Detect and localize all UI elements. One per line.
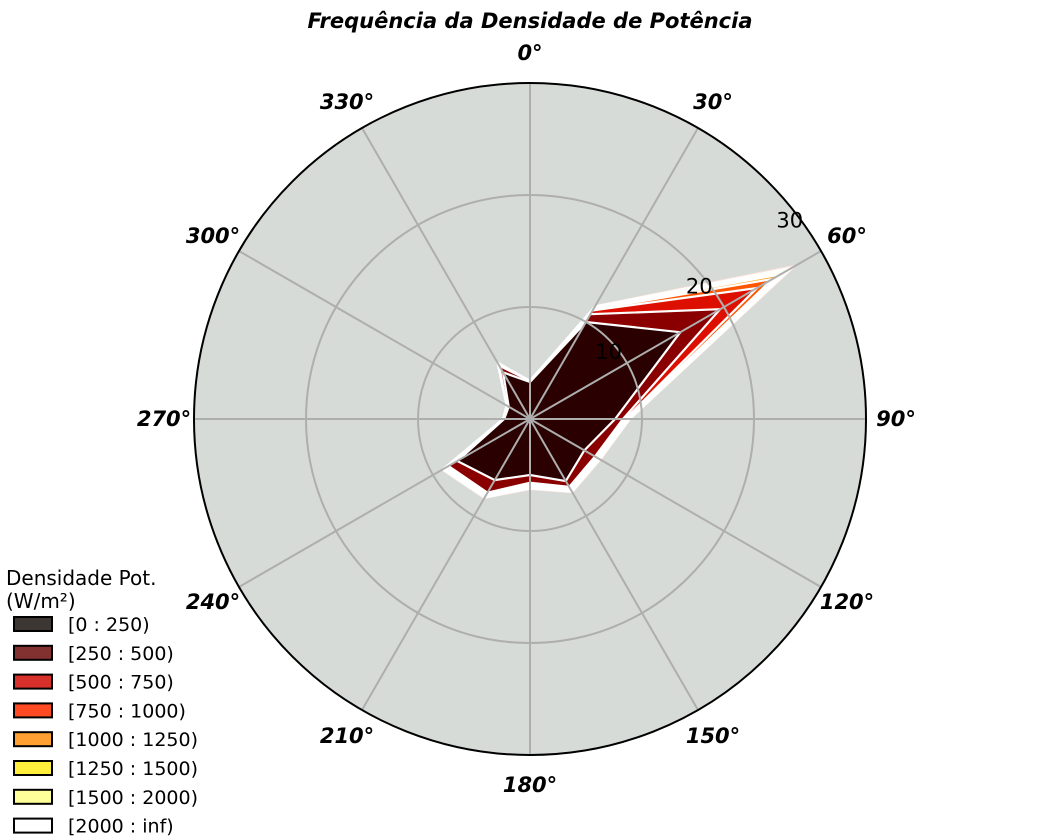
angle-label-150: 150°: [686, 724, 740, 748]
legend-title-line-1: Densidade Pot.: [6, 566, 156, 590]
legend-label-7: [2000 : inf): [68, 816, 174, 838]
legend-title-line-2: (W/m²): [6, 589, 76, 613]
legend-swatch-7: [14, 819, 52, 833]
angle-label-300: 300°: [186, 224, 240, 248]
legend-label-4: [1000 : 1250): [68, 729, 198, 751]
angle-label-0: 0°: [517, 41, 542, 65]
angle-label-120: 120°: [820, 590, 874, 614]
angle-label-30: 30°: [693, 90, 733, 114]
legend-items: [0 : 250) [250 : 500) [500 : 750) [750 : 10…: [14, 614, 198, 838]
legend-swatch-1: [14, 646, 52, 660]
legend-swatch-5: [14, 761, 52, 775]
legend-label-1: [250 : 500): [68, 643, 174, 665]
legend-label-2: [500 : 750): [68, 672, 174, 694]
legend-swatch-4: [14, 732, 52, 746]
legend-label-6: [1500 : 2000): [68, 787, 198, 809]
legend-swatch-6: [14, 790, 52, 804]
legend-swatch-0: [14, 617, 52, 631]
angle-label-90: 90°: [876, 407, 916, 431]
angle-label-180: 180°: [503, 773, 557, 797]
angle-label-240: 240°: [186, 590, 240, 614]
angle-label-270: 270°: [137, 407, 191, 431]
legend-label-5: [1250 : 1500): [68, 758, 198, 780]
angle-label-60: 60°: [827, 224, 867, 248]
radial-tick-label-30: 30: [776, 209, 803, 233]
legend: Densidade Pot. (W/m²) [0 : 250) [250 : 50…: [6, 566, 198, 838]
angle-label-210: 210°: [320, 724, 374, 748]
legend-swatch-3: [14, 703, 52, 717]
legend-label-0: [0 : 250): [68, 614, 150, 636]
angle-label-330: 330°: [320, 90, 374, 114]
radial-tick-label-10: 10: [595, 340, 622, 364]
radial-tick-label-20: 20: [686, 274, 713, 298]
chart-title: Frequência da Densidade de Potência: [307, 9, 752, 33]
legend-label-3: [750 : 1000): [68, 700, 186, 722]
legend-swatch-2: [14, 675, 52, 689]
